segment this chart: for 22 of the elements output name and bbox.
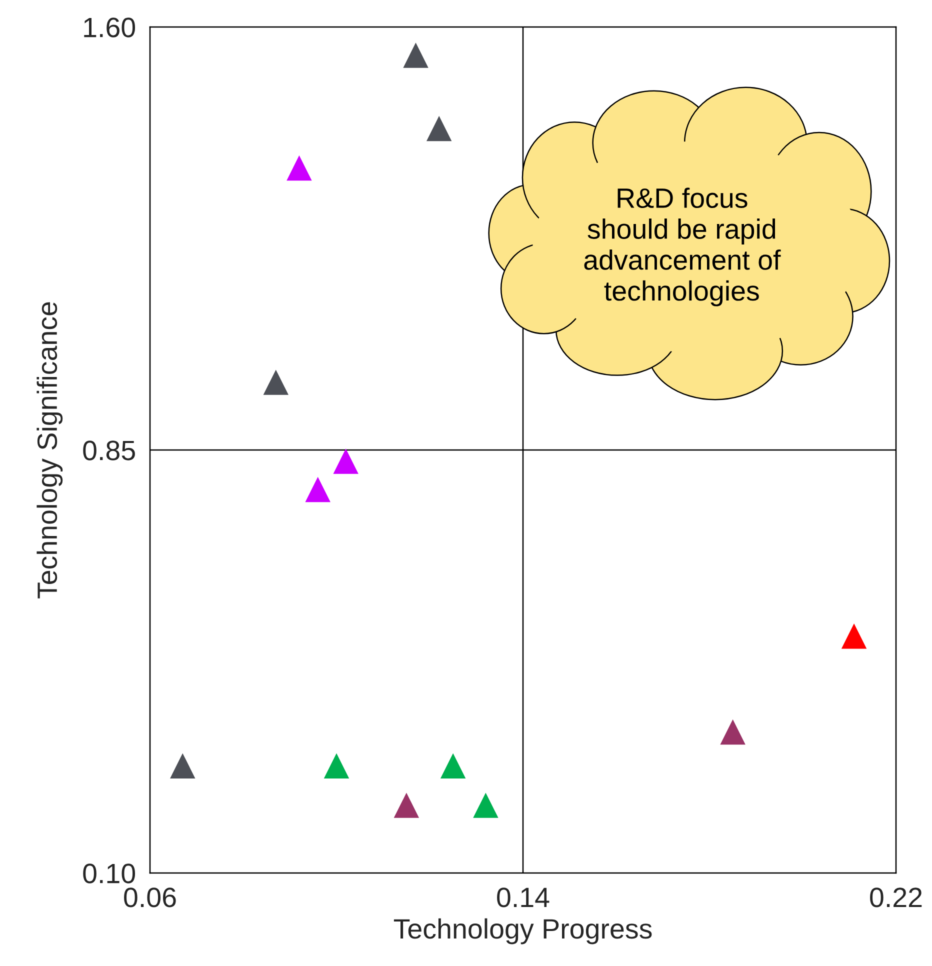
x-axis-title: Technology Progress bbox=[394, 918, 652, 944]
y-tick-label: 0.10 bbox=[83, 864, 136, 884]
x-tick-label: 0.14 bbox=[497, 888, 550, 908]
point bbox=[394, 792, 420, 818]
point bbox=[720, 719, 746, 745]
point bbox=[333, 448, 358, 474]
point bbox=[170, 753, 196, 778]
point bbox=[324, 753, 350, 778]
point bbox=[286, 155, 312, 181]
y-tick-label: 0.85 bbox=[83, 440, 135, 460]
y-tick-label: 1.60 bbox=[84, 18, 136, 38]
point bbox=[426, 116, 452, 142]
x-tick-label: 0.22 bbox=[870, 888, 922, 908]
x-tick-label: 0.06 bbox=[124, 888, 176, 908]
point bbox=[440, 753, 466, 778]
point bbox=[305, 476, 330, 502]
annotation: R&D focus should be rapid advancement of technologies bbox=[584, 188, 781, 306]
point bbox=[473, 792, 498, 818]
point bbox=[403, 42, 428, 68]
y-axis-title: Technology Significance bbox=[36, 302, 63, 598]
point bbox=[841, 624, 867, 649]
point bbox=[263, 370, 289, 395]
